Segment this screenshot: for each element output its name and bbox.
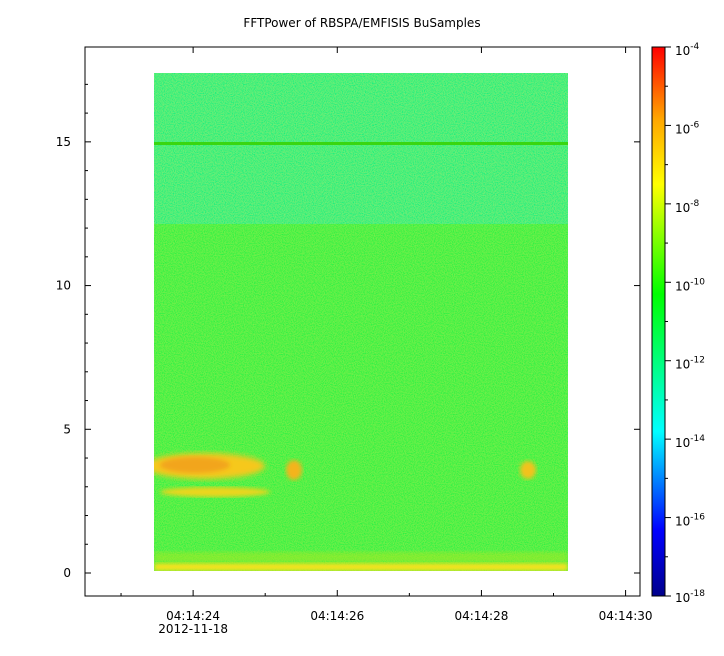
colorbar-tick-label: 10-14 [675, 434, 705, 450]
y-tick-label: 0 [63, 566, 71, 580]
y-tick-label: 15 [56, 135, 71, 149]
enhancement-blob-core [160, 457, 230, 473]
colorbar-tick-label: 10-8 [675, 199, 700, 215]
chart-title: FFTPower of RBSPA/EMFISIS BuSamples [243, 16, 481, 30]
colorbar-tick-label: 10-4 [675, 42, 700, 58]
colorbar-tick-label: 10-6 [675, 120, 700, 136]
x-tick-label: 04:14:24 [166, 609, 220, 623]
burst-2 [520, 461, 536, 479]
band-main [154, 224, 568, 571]
y-tick-label: 5 [63, 422, 71, 436]
low-freq-strip-2 [154, 552, 568, 563]
low-freq-strip [154, 563, 568, 571]
colorbar-tick-label: 10-18 [675, 589, 705, 605]
burst-1 [286, 460, 302, 480]
colorbar-tick-label: 10-16 [675, 513, 705, 529]
colorbar-tick-label: 10-10 [675, 277, 705, 293]
spectrogram-image [154, 73, 568, 571]
x-tick-label: 04:14:26 [310, 609, 364, 623]
colorbar-axis: 10-4 10-6 10-8 10-10 10-12 10-14 10-16 10-18 [665, 42, 705, 605]
enhancement-blob-lower [160, 487, 270, 497]
y-axis: 0 5 10 15 [56, 83, 640, 580]
x-tick-sublabel: 2012-11-18 [158, 622, 228, 636]
y-tick-label: 10 [56, 279, 71, 293]
colorbar-tick-label: 10-12 [675, 356, 705, 372]
x-tick-label: 04:14:30 [599, 609, 653, 623]
colorbar [651, 46, 666, 597]
band-upper [154, 73, 568, 225]
x-tick-label: 04:14:28 [454, 609, 508, 623]
line-15 [154, 142, 568, 145]
